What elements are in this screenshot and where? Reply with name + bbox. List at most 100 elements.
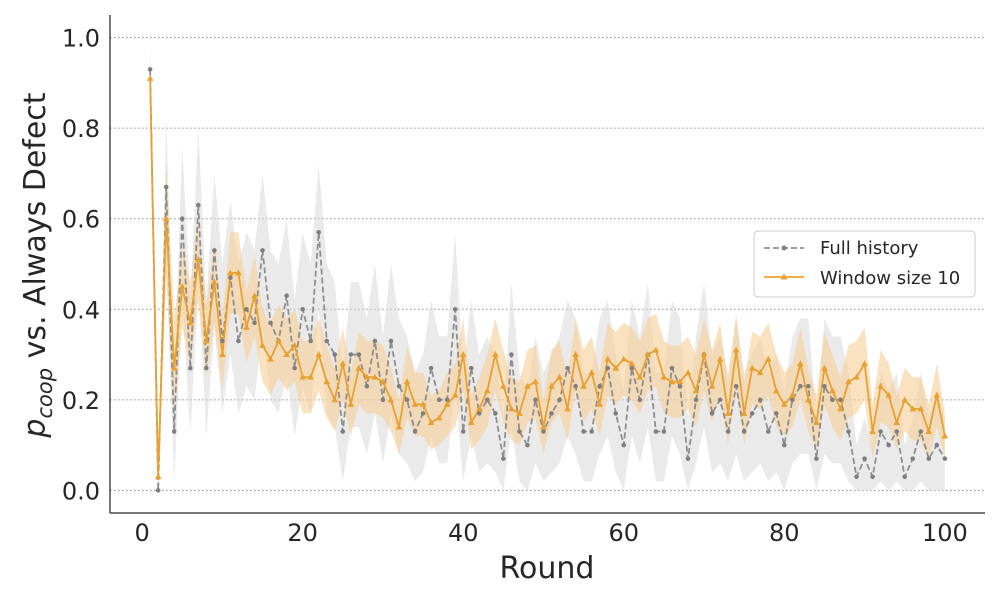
legend-marker-window-size-10 xyxy=(780,273,788,280)
point-window-size-10 xyxy=(178,283,186,290)
point-full-history xyxy=(822,383,827,389)
point-window-size-10 xyxy=(772,387,780,394)
point-full-history xyxy=(468,365,474,371)
point-full-history xyxy=(725,429,731,434)
point-window-size-10 xyxy=(837,405,844,412)
point-window-size-10 xyxy=(524,382,531,389)
point-window-size-10 xyxy=(628,360,636,367)
point-full-history xyxy=(171,429,177,434)
point-full-history xyxy=(541,429,546,434)
point-window-size-10 xyxy=(259,341,266,348)
point-full-history xyxy=(340,429,346,434)
point-window-size-10 xyxy=(315,351,323,358)
point-full-history xyxy=(187,365,193,371)
point-window-size-10 xyxy=(580,382,587,389)
point-full-history xyxy=(388,338,394,344)
point-full-history xyxy=(428,365,434,371)
y-tick-label: 0.8 xyxy=(62,115,100,143)
point-window-size-10 xyxy=(203,337,210,344)
point-full-history xyxy=(637,397,643,403)
point-full-history xyxy=(364,383,370,389)
point-window-size-10 xyxy=(283,351,290,358)
point-window-size-10 xyxy=(251,292,258,299)
point-full-history xyxy=(653,429,659,434)
point-window-size-10 xyxy=(596,400,603,407)
point-window-size-10 xyxy=(564,405,571,412)
y-tick-label: 1.0 xyxy=(62,25,100,53)
point-window-size-10 xyxy=(162,215,170,222)
point-window-size-10 xyxy=(732,346,740,353)
point-full-history xyxy=(814,456,819,461)
point-window-size-10 xyxy=(227,269,234,276)
point-window-size-10 xyxy=(556,373,563,380)
point-window-size-10 xyxy=(756,369,764,376)
point-full-history xyxy=(501,456,506,461)
point-full-history xyxy=(372,338,378,344)
point-full-history xyxy=(517,429,522,434)
point-full-history xyxy=(886,442,891,448)
point-window-size-10 xyxy=(789,391,796,398)
point-full-history xyxy=(533,397,538,403)
point-window-size-10 xyxy=(540,423,547,430)
point-full-history xyxy=(525,442,530,448)
point-full-history xyxy=(412,429,418,434)
point-window-size-10 xyxy=(395,423,403,430)
point-full-history xyxy=(605,365,611,371)
y-axis-title-subscript: coop xyxy=(33,368,57,419)
point-full-history xyxy=(782,442,787,448)
point-window-size-10 xyxy=(724,409,732,416)
point-full-history xyxy=(765,429,771,434)
point-full-history xyxy=(597,383,602,389)
point-window-size-10 xyxy=(467,418,475,425)
tick-labels: 0.0 0.2 0.4 0.6 0.8 1.0 0 20 40 60 80 100 xyxy=(62,25,968,547)
point-full-history xyxy=(613,411,619,416)
point-full-history xyxy=(179,216,185,222)
point-window-size-10 xyxy=(909,405,917,412)
point-window-size-10 xyxy=(861,360,868,367)
point-window-size-10 xyxy=(291,341,298,348)
point-full-history xyxy=(244,306,249,312)
point-full-history xyxy=(476,411,482,416)
point-full-history xyxy=(661,429,667,434)
line-window-size-10 xyxy=(149,78,946,478)
point-full-history xyxy=(236,338,241,344)
x-tick-label: 20 xyxy=(287,519,318,547)
point-full-history xyxy=(332,352,338,357)
point-window-size-10 xyxy=(146,74,154,81)
point-window-size-10 xyxy=(371,373,379,380)
point-window-size-10 xyxy=(307,373,314,380)
point-window-size-10 xyxy=(845,378,852,385)
point-window-size-10 xyxy=(748,364,756,371)
point-window-size-10 xyxy=(797,360,804,367)
point-window-size-10 xyxy=(299,373,306,380)
y-tick-label: 0.2 xyxy=(62,387,100,415)
point-window-size-10 xyxy=(692,387,700,394)
point-full-history xyxy=(934,442,940,448)
point-window-size-10 xyxy=(941,432,949,439)
point-window-size-10 xyxy=(548,382,555,389)
point-window-size-10 xyxy=(740,409,748,416)
y-axis-title-text: vs. Always Defect xyxy=(18,92,53,368)
point-window-size-10 xyxy=(500,382,507,389)
point-window-size-10 xyxy=(829,387,836,394)
legend-label-window-size-10: Window size 10 xyxy=(820,268,960,289)
point-full-history xyxy=(894,429,899,434)
point-full-history xyxy=(509,352,514,357)
point-full-history xyxy=(436,397,442,403)
point-window-size-10 xyxy=(211,278,218,285)
point-full-history xyxy=(830,397,835,403)
point-window-size-10 xyxy=(668,378,676,385)
point-window-size-10 xyxy=(331,396,339,403)
point-window-size-10 xyxy=(716,355,724,362)
point-full-history xyxy=(316,230,322,235)
point-full-history xyxy=(773,411,779,416)
point-full-history xyxy=(798,383,803,389)
y-axis-title-symbol: p xyxy=(18,419,53,439)
point-window-size-10 xyxy=(323,378,331,385)
point-full-history xyxy=(878,429,883,434)
point-window-size-10 xyxy=(572,351,579,358)
point-window-size-10 xyxy=(443,400,451,407)
point-full-history xyxy=(163,184,169,190)
point-full-history xyxy=(838,397,843,403)
point-window-size-10 xyxy=(355,364,363,371)
